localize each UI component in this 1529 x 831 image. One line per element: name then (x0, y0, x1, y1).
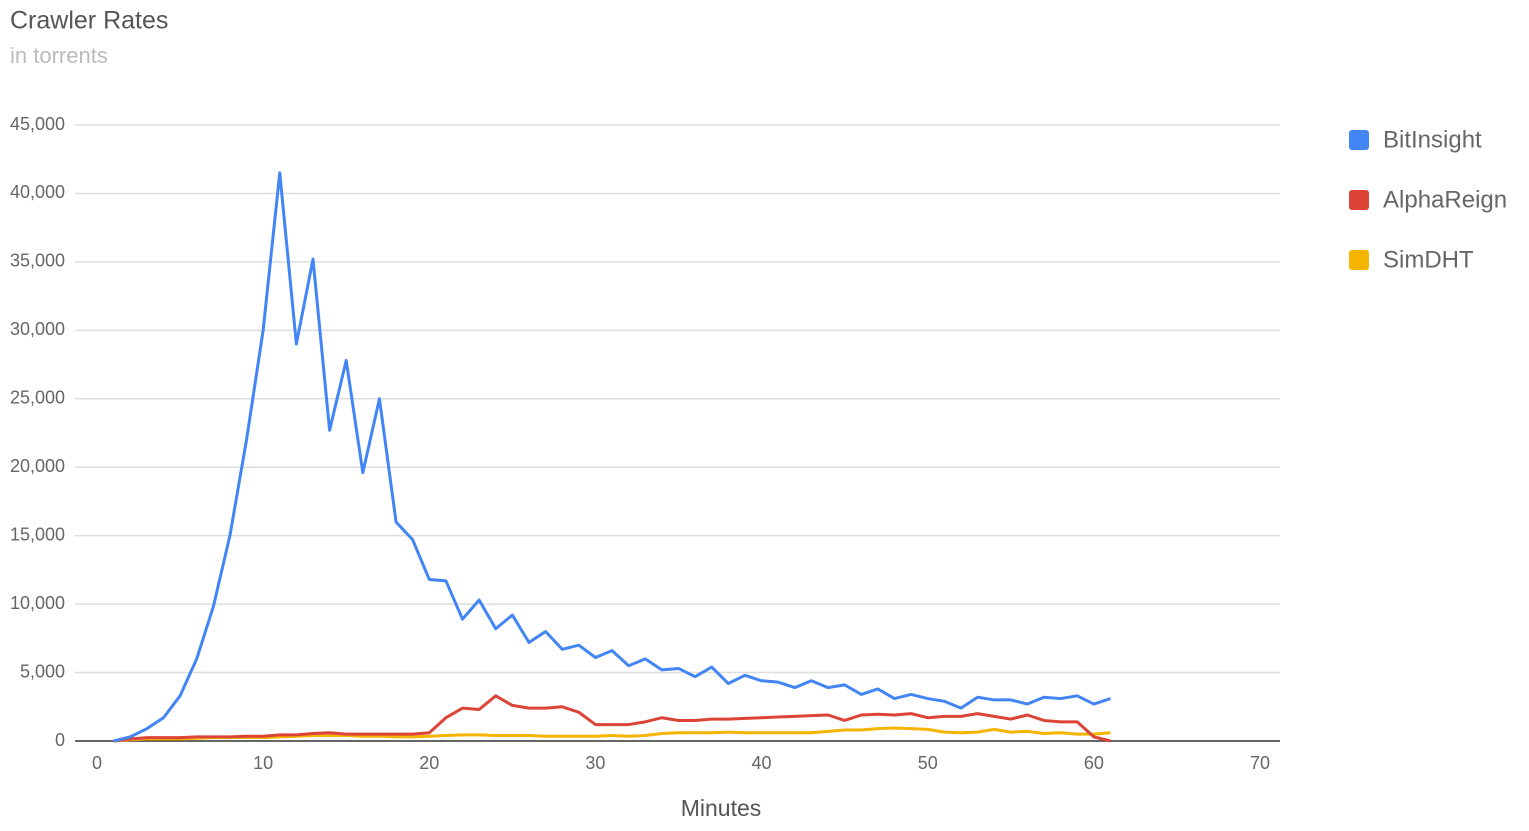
x-tick-label: 50 (918, 753, 938, 773)
x-tick-label: 60 (1084, 753, 1104, 773)
y-tick-label: 30,000 (10, 319, 65, 339)
x-tick-label: 30 (585, 753, 605, 773)
y-tick-label: 10,000 (10, 593, 65, 613)
chart-subtitle: in torrents (10, 43, 108, 68)
chart-title: Crawler Rates (10, 7, 168, 35)
x-tick-label: 20 (419, 753, 439, 773)
y-tick-label: 0 (55, 730, 65, 750)
series-line (113, 694, 1111, 743)
y-tick-label: 40,000 (10, 182, 65, 202)
legend-label: SimDHT (1383, 246, 1474, 273)
legend-swatch (1349, 130, 1369, 150)
x-tick-label: 10 (253, 753, 273, 773)
x-tick-label: 40 (752, 753, 772, 773)
legend-swatch (1349, 250, 1369, 270)
series-line (113, 171, 1111, 743)
legend-label: BitInsight (1383, 126, 1482, 153)
legend-swatch (1349, 190, 1369, 210)
y-tick-label: 20,000 (10, 456, 65, 476)
x-tick-label: 0 (92, 753, 102, 773)
x-axis-label: Minutes (681, 795, 762, 821)
y-tick-label: 25,000 (10, 388, 65, 408)
x-tick-label: 70 (1250, 753, 1270, 773)
y-tick-label: 35,000 (10, 251, 65, 271)
y-tick-label: 45,000 (10, 114, 65, 134)
y-tick-label: 5,000 (20, 661, 65, 681)
legend-label: AlphaReign (1383, 186, 1507, 213)
y-tick-label: 15,000 (10, 524, 65, 544)
series-line (113, 726, 1111, 743)
